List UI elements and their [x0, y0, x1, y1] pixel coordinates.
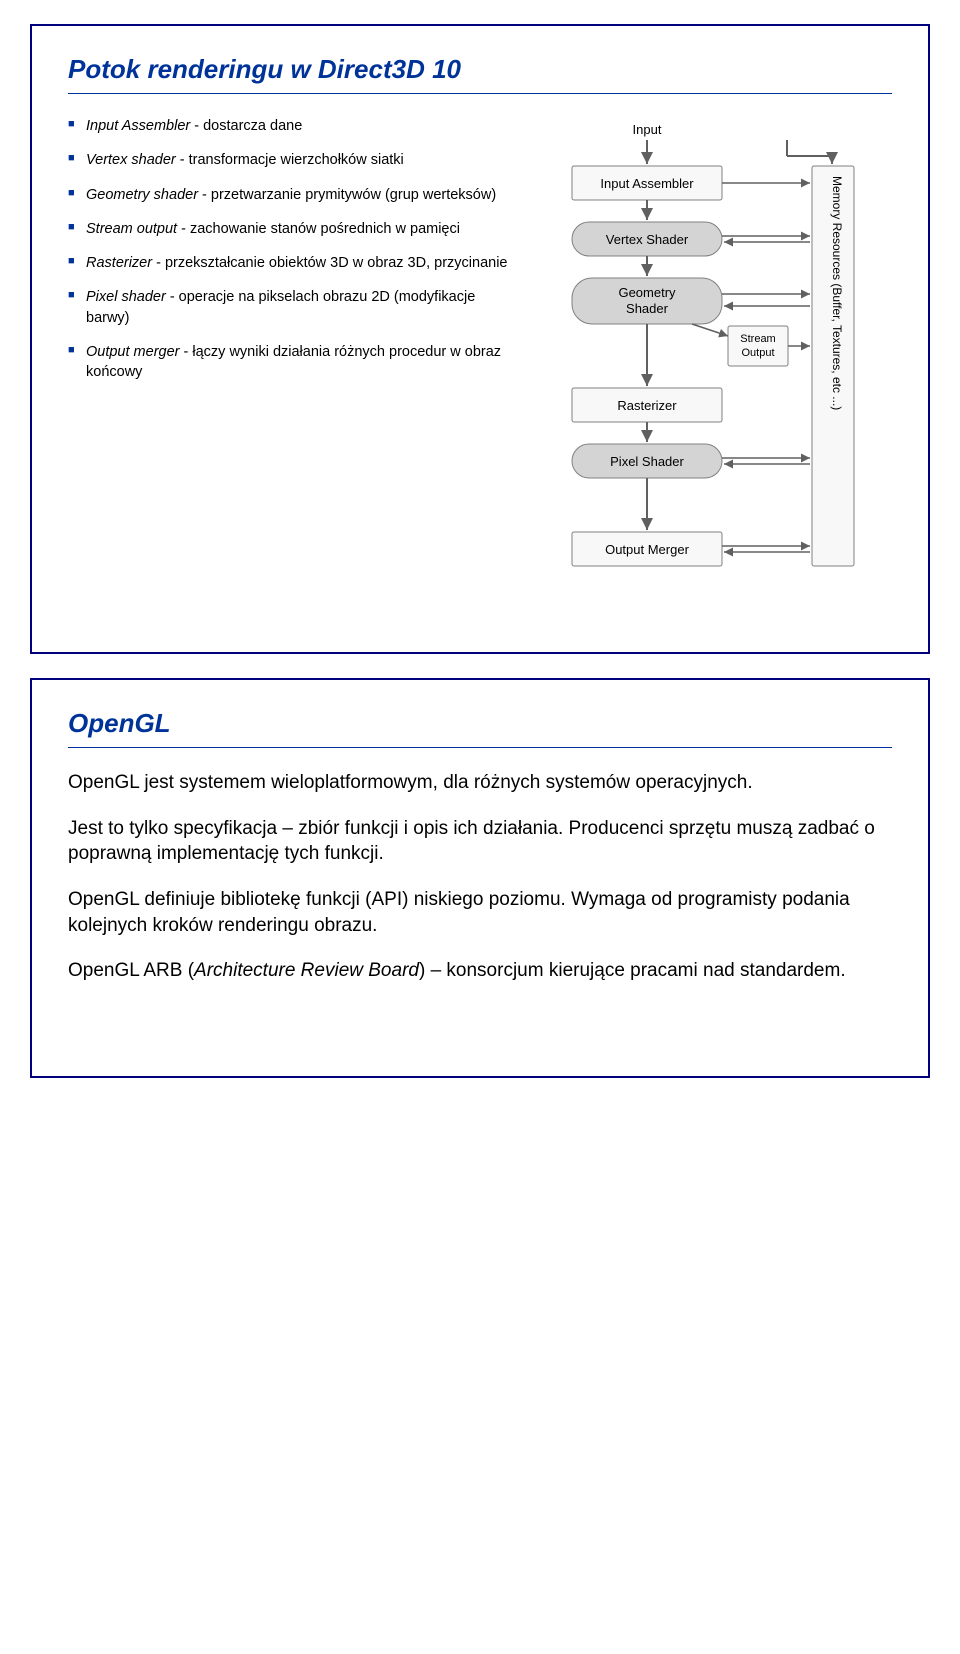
stage-output-merger-label: Output Merger — [605, 542, 689, 557]
bullet-list: Input Assembler - dostarcza dane Vertex … — [68, 116, 520, 616]
bullet-rest: - zachowanie stanów pośrednich w pamięci — [177, 221, 460, 237]
bullet-item: Output merger - łączy wyniki działania r… — [68, 342, 520, 383]
bullet-rest: - transformacje wierzchołków siatki — [176, 152, 404, 168]
stage-stream-output — [728, 326, 788, 366]
diagram-input-label: Input — [633, 122, 662, 137]
stage-stream-output-l1: Stream — [740, 333, 775, 345]
stage-geometry-shader-l2: Shader — [626, 301, 669, 316]
stage-rasterizer-label: Rasterizer — [617, 398, 677, 413]
paragraph-2: Jest to tylko specyfikacja – zbiór funkc… — [68, 816, 892, 867]
stage-input-assembler-label: Input Assembler — [600, 176, 694, 191]
stage-stream-output-l2: Output — [741, 347, 774, 359]
bullet-item: Vertex shader - transformacje wierzchołk… — [68, 150, 520, 170]
paragraph-4: OpenGL ARB (Architecture Review Board) –… — [68, 958, 892, 984]
pipeline-diagram: Input Memory Resources (Buffer, Textures… — [532, 116, 892, 616]
slide-1: Potok renderingu w Direct3D 10 Input Ass… — [30, 24, 930, 654]
stage-geometry-shader-l1: Geometry — [618, 285, 676, 300]
memory-label: Memory Resources (Buffer, Textures, etc … — [830, 176, 844, 410]
bullet-term: Vertex shader — [86, 152, 176, 168]
bullet-item: Input Assembler - dostarcza dane — [68, 116, 520, 136]
pipeline-svg: Input Memory Resources (Buffer, Textures… — [532, 116, 872, 616]
bullet-term: Geometry shader — [86, 187, 198, 203]
bullet-item: Rasterizer - przekształcanie obiektów 3D… — [68, 253, 520, 273]
paragraph-3: OpenGL definiuje bibliotekę funkcji (API… — [68, 887, 892, 938]
bullet-term: Rasterizer — [86, 255, 152, 271]
p4-part-b: ) – konsorcjum kierujące pracami nad sta… — [419, 960, 846, 981]
slide-2: OpenGL OpenGL jest systemem wieloplatfor… — [30, 678, 930, 1078]
bullet-item: Geometry shader - przetwarzanie prymityw… — [68, 185, 520, 205]
bullet-item: Stream output - zachowanie stanów pośred… — [68, 219, 520, 239]
p4-part-a: OpenGL ARB ( — [68, 960, 194, 981]
p4-ital: Architecture Review Board — [194, 960, 419, 981]
slide-2-title: OpenGL — [68, 708, 892, 748]
stage-pixel-shader-label: Pixel Shader — [610, 454, 684, 469]
bullet-rest: - przetwarzanie prymitywów (grup werteks… — [198, 187, 496, 203]
paragraph-1: OpenGL jest systemem wieloplatformowym, … — [68, 770, 892, 796]
slide-1-title: Potok renderingu w Direct3D 10 — [68, 54, 892, 94]
bullet-term: Input Assembler — [86, 118, 190, 134]
bullet-term: Pixel shader — [86, 289, 166, 305]
bullet-rest: - dostarcza dane — [190, 118, 302, 134]
slide-2-body: OpenGL jest systemem wieloplatformowym, … — [68, 770, 892, 984]
bullet-rest: - przekształcanie obiektów 3D w obraz 3D… — [152, 255, 507, 271]
bullet-term: Output merger — [86, 344, 180, 360]
bullet-term: Stream output — [86, 221, 177, 237]
stage-vertex-shader-label: Vertex Shader — [606, 232, 689, 247]
bullet-item: Pixel shader - operacje na pikselach obr… — [68, 287, 520, 328]
slide-1-body: Input Assembler - dostarcza dane Vertex … — [68, 116, 892, 616]
